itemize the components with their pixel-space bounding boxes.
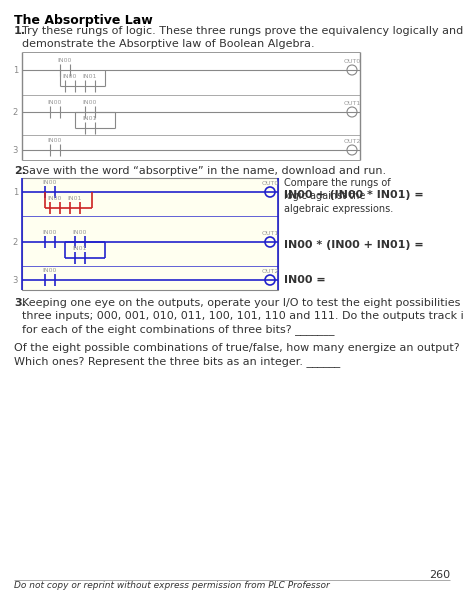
Text: IN00 * (IN00 + IN01) =: IN00 * (IN00 + IN01) = bbox=[283, 240, 423, 250]
Text: OUT1: OUT1 bbox=[343, 101, 360, 106]
Text: IN01: IN01 bbox=[73, 246, 87, 251]
Text: OUT0: OUT0 bbox=[261, 181, 278, 186]
Text: IN01: IN01 bbox=[82, 74, 97, 79]
Text: IN00: IN00 bbox=[48, 138, 62, 143]
Text: Do not copy or reprint without express permission from PLC Professor: Do not copy or reprint without express p… bbox=[14, 581, 329, 590]
Text: OUT1: OUT1 bbox=[261, 231, 278, 236]
Text: 2: 2 bbox=[13, 238, 18, 247]
Text: Save with the word “absorptive” in the name, download and run.: Save with the word “absorptive” in the n… bbox=[22, 166, 385, 176]
Text: OUT0: OUT0 bbox=[343, 59, 360, 64]
Text: 1: 1 bbox=[13, 65, 18, 74]
Text: 3: 3 bbox=[13, 146, 18, 155]
Text: IN00: IN00 bbox=[73, 230, 87, 235]
Text: IN00: IN00 bbox=[63, 74, 77, 79]
Text: 1.: 1. bbox=[14, 26, 26, 36]
Text: IN00: IN00 bbox=[43, 230, 57, 235]
Text: Try these rungs of logic. These three rungs prove the equivalency logically and
: Try these rungs of logic. These three ru… bbox=[22, 26, 462, 49]
Text: 1: 1 bbox=[13, 187, 18, 197]
Text: IN00: IN00 bbox=[58, 58, 72, 63]
FancyBboxPatch shape bbox=[22, 178, 277, 290]
Text: 3.: 3. bbox=[14, 298, 26, 308]
Text: The Absorptive Law: The Absorptive Law bbox=[14, 14, 152, 27]
Text: OUT2: OUT2 bbox=[343, 139, 360, 144]
Text: 2: 2 bbox=[13, 107, 18, 116]
Text: Of the eight possible combinations of true/false, how many energize an output? _: Of the eight possible combinations of tr… bbox=[14, 342, 463, 367]
Text: Compare the rungs of
logic against the
algebraic expressions.: Compare the rungs of logic against the a… bbox=[283, 178, 393, 214]
Text: IN00 =: IN00 = bbox=[283, 275, 325, 285]
Text: IN00: IN00 bbox=[43, 180, 57, 185]
Text: IN00: IN00 bbox=[48, 196, 62, 201]
Text: 2.: 2. bbox=[14, 166, 26, 176]
Text: IN00: IN00 bbox=[43, 268, 57, 273]
Text: IN01: IN01 bbox=[68, 196, 82, 201]
Text: 260: 260 bbox=[428, 570, 449, 580]
Text: IN01: IN01 bbox=[82, 116, 97, 121]
Text: IN00: IN00 bbox=[82, 100, 97, 105]
Text: Keeping one eye on the outputs, operate your I/O to test the eight possibilities: Keeping one eye on the outputs, operate … bbox=[22, 298, 463, 335]
Text: 3: 3 bbox=[13, 275, 18, 284]
Text: IN00 + (IN00 * IN01) =: IN00 + (IN00 * IN01) = bbox=[283, 190, 423, 200]
Text: OUT2: OUT2 bbox=[261, 269, 278, 274]
Text: IN00: IN00 bbox=[48, 100, 62, 105]
